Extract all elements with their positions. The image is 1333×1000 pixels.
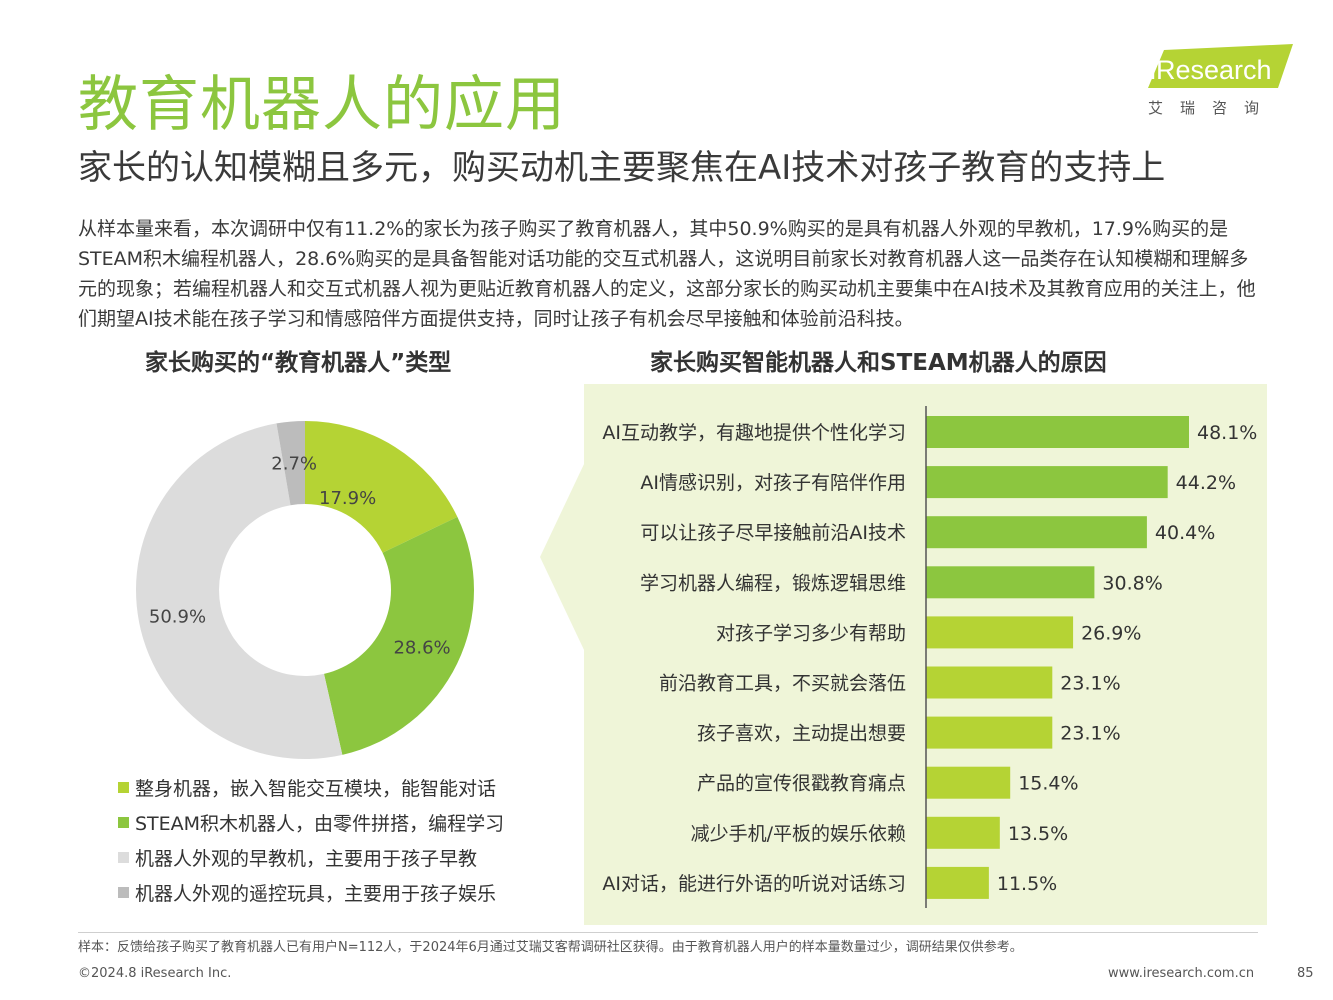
bar-value-label: 48.1%	[1197, 422, 1257, 444]
bar-chart: AI互动教学，有趣地提供个性化学习 AI情感识别，对孩子有陪伴作用可以让孩子尽早接…	[602, 406, 1257, 908]
copyright: ©2024.8 iResearch Inc.	[78, 966, 232, 981]
bar-value-label: 23.1%	[1060, 723, 1120, 745]
bar	[926, 866, 989, 899]
bar-category-label: 孩子喜欢，主动提出想要	[697, 723, 906, 745]
bar-category-label: 可以让孩子尽早接触前沿AI技术	[640, 522, 906, 544]
donut-data-label: 2.7%	[271, 453, 317, 474]
bar	[926, 666, 1053, 699]
page-subtitle: 家长的认知模糊且多元，购买动机主要聚焦在AI技术对孩子教育的支持上	[78, 148, 1166, 188]
iresearch-logo: iResearch	[1148, 44, 1293, 88]
bar	[926, 816, 1000, 849]
donut-slice	[135, 423, 343, 759]
bar-value-label: 23.1%	[1060, 673, 1120, 695]
legend-swatch	[118, 817, 129, 828]
legend-label: 机器人外观的遥控玩具，主要用于孩子娱乐	[135, 883, 497, 905]
bar	[926, 416, 1189, 448]
bar-category-label: 对孩子学习多少有帮助	[716, 622, 906, 644]
bar	[926, 616, 1074, 649]
donut-data-label: 50.9%	[149, 606, 206, 627]
legend-item: STEAM积木机器人，由零件拼搭，编程学习	[118, 805, 504, 840]
bar-category-label: AI情感识别，对孩子有陪伴作用	[640, 472, 906, 494]
legend-label: 整身机器，嵌入智能交互模块，能智能对话	[135, 778, 497, 800]
donut-slice	[324, 516, 474, 755]
bar-category-label: 产品的宣传很戳教育痛点	[697, 773, 906, 795]
bar-value-label: 13.5%	[1008, 823, 1068, 845]
page-number: 85	[1297, 966, 1314, 981]
callout-pointer	[540, 462, 585, 652]
bar-value-label: 44.2%	[1176, 472, 1236, 494]
bar	[926, 566, 1095, 599]
footer-divider	[78, 932, 1258, 933]
bar-value-label: 30.8%	[1102, 572, 1162, 594]
bar-value-label: 40.4%	[1155, 522, 1215, 544]
bar	[926, 766, 1011, 799]
logo-chinese-name: 艾瑞咨询	[1148, 99, 1277, 117]
legend-swatch	[118, 782, 129, 793]
sample-note: 样本：反馈给孩子购买了教育机器人已有用户N=112人，于2024年6月通过艾瑞艾…	[78, 940, 1023, 955]
bar-category-label: 前沿教育工具，不买就会落伍	[659, 673, 906, 695]
donut-legend: 整身机器，嵌入智能交互模块，能智能对话 STEAM积木机器人，由零件拼搭，编程学…	[118, 770, 504, 910]
donut-slice	[276, 421, 305, 506]
bar	[926, 516, 1147, 549]
bar-chart-title: 家长购买智能机器人和STEAM机器人的原因	[650, 350, 1107, 376]
bar-value-label: 11.5%	[997, 873, 1057, 895]
bar	[926, 466, 1168, 499]
bar-category-label: AI互动教学，有趣地提供个性化学习	[602, 422, 906, 444]
donut-slice	[305, 421, 458, 553]
legend-item: 机器人外观的早教机，主要用于孩子早教	[118, 840, 504, 875]
bar-value-label: 15.4%	[1018, 773, 1078, 795]
legend-swatch	[118, 887, 129, 898]
logo-wordmark: iResearch	[1150, 55, 1272, 85]
page-title: 教育机器人的应用	[78, 70, 566, 140]
donut-chart: 17.9% 28.6% 50.9% 2.7%	[135, 421, 474, 759]
legend-item: 机器人外观的遥控玩具，主要用于孩子娱乐	[118, 875, 504, 910]
bar-category-label: 减少手机/平板的娱乐依赖	[691, 823, 906, 845]
legend-label: STEAM积木机器人，由零件拼搭，编程学习	[135, 813, 505, 835]
bar	[926, 716, 1053, 749]
bar-category-label: 学习机器人编程，锻炼逻辑思维	[640, 572, 906, 594]
bar-category-label: AI对话，能进行外语的听说对话练习	[602, 873, 906, 895]
bar-value-label: 26.9%	[1081, 622, 1141, 644]
logo-background	[1148, 44, 1293, 88]
legend-label: 机器人外观的早教机，主要用于孩子早教	[135, 848, 478, 870]
legend-swatch	[118, 852, 129, 863]
intro-paragraph: 从样本量来看，本次调研中仅有11.2%的家长为孩子购买了教育机器人，其中50.9…	[78, 218, 1256, 330]
website-link[interactable]: www.iresearch.com.cn	[1108, 966, 1255, 981]
donut-data-label: 28.6%	[393, 638, 450, 659]
donut-chart-title: 家长购买的“教育机器人”类型	[145, 350, 452, 376]
donut-data-label: 17.9%	[319, 488, 376, 509]
legend-item: 整身机器，嵌入智能交互模块，能智能对话	[118, 770, 504, 805]
